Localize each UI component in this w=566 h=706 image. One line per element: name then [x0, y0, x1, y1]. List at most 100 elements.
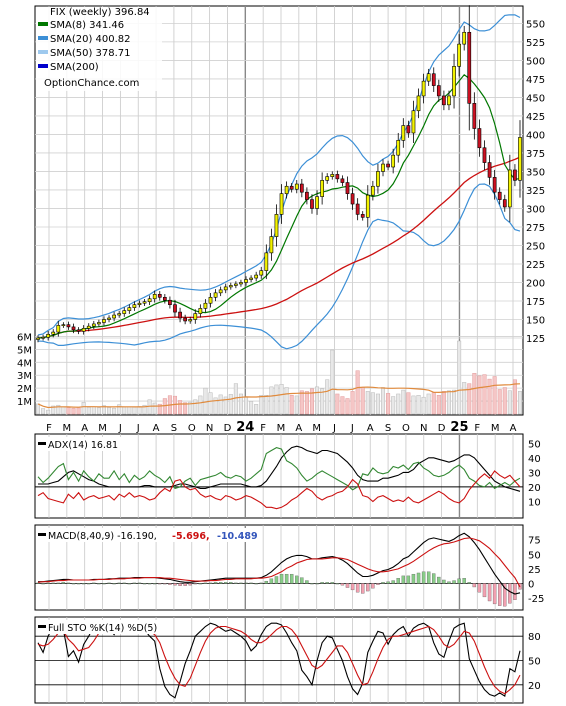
axis-labels: F M A M J J A S O N D 24 F M A M J J A S O N D 25 F M A55052550047…	[17, 19, 545, 691]
volume-bar	[142, 404, 147, 415]
volume-bar	[335, 393, 340, 415]
macd-histogram-bar	[345, 583, 350, 588]
price-y-tick-label: 150	[526, 315, 545, 326]
volume-bar	[406, 392, 411, 415]
x-tick-label: O	[402, 423, 410, 434]
volume-bar	[345, 398, 350, 415]
volume-bar	[71, 408, 76, 415]
macd-histogram-bar	[376, 583, 380, 585]
macd-histogram-bar	[503, 583, 507, 607]
volume-bar	[365, 391, 370, 415]
price-candle	[472, 103, 477, 129]
volume-bar	[502, 387, 507, 415]
price-y-tick-label: 475	[526, 75, 545, 86]
volume-bar	[228, 394, 233, 415]
legend-sma8: SMA(8) 341.46	[50, 20, 124, 31]
macd-histogram-bar	[229, 582, 233, 584]
bollinger-lower-line	[37, 183, 521, 350]
x-tick-label: M	[312, 423, 321, 434]
price-y-tick-label: 300	[526, 204, 545, 215]
x-tick-label: N	[206, 423, 213, 434]
price-candle	[340, 178, 345, 183]
price-y-tick-label: 325	[526, 186, 545, 197]
volume-bar	[223, 396, 228, 415]
price-candle	[421, 80, 426, 97]
price-candle	[457, 43, 461, 67]
price-candle	[411, 110, 416, 134]
price-candle	[386, 163, 390, 168]
x-tick-label: N	[420, 423, 427, 434]
macd-histogram-bar	[147, 583, 152, 585]
macd-histogram-bar	[36, 582, 40, 584]
macd-histogram-bar	[81, 583, 86, 585]
adx-swatch	[38, 442, 46, 445]
macd-histogram-bar	[401, 575, 406, 584]
price-candle	[269, 236, 274, 254]
x-tick-label: D	[224, 423, 232, 434]
legend-sma50: SMA(50) 378.71	[50, 48, 131, 59]
price-candle	[218, 289, 223, 294]
volume-y-tick-label: 6M	[17, 332, 32, 343]
price-candle	[51, 331, 56, 335]
price-candle	[71, 326, 76, 331]
price-candle	[310, 199, 314, 209]
volume-bar	[218, 394, 223, 415]
volume-bar	[238, 393, 243, 415]
volume-bar	[244, 396, 249, 415]
volume-bar	[81, 402, 86, 415]
price-candle	[507, 169, 512, 208]
x-tick-label: A	[295, 423, 302, 434]
macd-histogram-bar	[421, 571, 426, 584]
volume-bar	[157, 403, 162, 415]
macd-histogram-bar	[310, 583, 314, 585]
volume-bar	[320, 388, 325, 415]
adx-line-adx	[38, 445, 521, 492]
price-candle	[147, 298, 152, 303]
price-candle	[442, 95, 446, 106]
price-candle	[132, 304, 137, 308]
volume-bar	[355, 370, 360, 415]
macd-histogram-bar	[122, 582, 126, 584]
volume-y-tick-label: 4M	[17, 358, 32, 369]
price-candle	[117, 313, 122, 316]
volume-y-tick-label: 1M	[17, 397, 32, 408]
price-candle	[234, 283, 238, 286]
price-candle	[371, 185, 375, 196]
price-candle	[365, 194, 370, 218]
volume-bar	[472, 373, 477, 415]
macd-histogram-bar	[371, 583, 375, 589]
macd-histogram-bar	[289, 573, 294, 584]
price-y-tick-label: 200	[526, 278, 545, 289]
volume-bar	[137, 406, 142, 415]
macd-histogram-bar	[492, 583, 497, 605]
volume-bar	[76, 407, 81, 415]
volume-bars	[35, 340, 523, 415]
macd-histogram-bar	[432, 573, 436, 584]
macd-histogram-bar	[203, 582, 208, 584]
price-candle	[66, 324, 71, 328]
macd-histogram-bar	[406, 575, 411, 584]
macd-histogram-bar	[127, 583, 132, 585]
x-tick-label: 25	[450, 420, 468, 435]
volume-bar	[477, 375, 482, 415]
volume-bar	[127, 406, 132, 415]
price-candle	[86, 325, 91, 329]
price-candle	[168, 299, 172, 305]
price-candle	[320, 180, 324, 197]
macd-histogram-bar	[366, 583, 370, 592]
macd-histogram-bar	[76, 583, 81, 585]
price-candle	[315, 196, 319, 209]
price-y-tick-label: 250	[526, 241, 545, 252]
macd-histogram-bar	[467, 582, 471, 584]
x-tick-label: A	[510, 423, 517, 434]
x-tick-label: 24	[236, 420, 254, 435]
x-tick-label: M	[277, 423, 286, 434]
price-y-tick-label: 400	[526, 130, 545, 141]
sma50-swatch	[38, 50, 48, 54]
volume-bar	[269, 386, 274, 415]
volume-bar	[375, 393, 380, 415]
volume-bar	[315, 386, 320, 415]
bollinger-upper-line	[37, 14, 521, 336]
macd-histogram-bar	[208, 582, 213, 584]
price-candle	[294, 183, 299, 190]
